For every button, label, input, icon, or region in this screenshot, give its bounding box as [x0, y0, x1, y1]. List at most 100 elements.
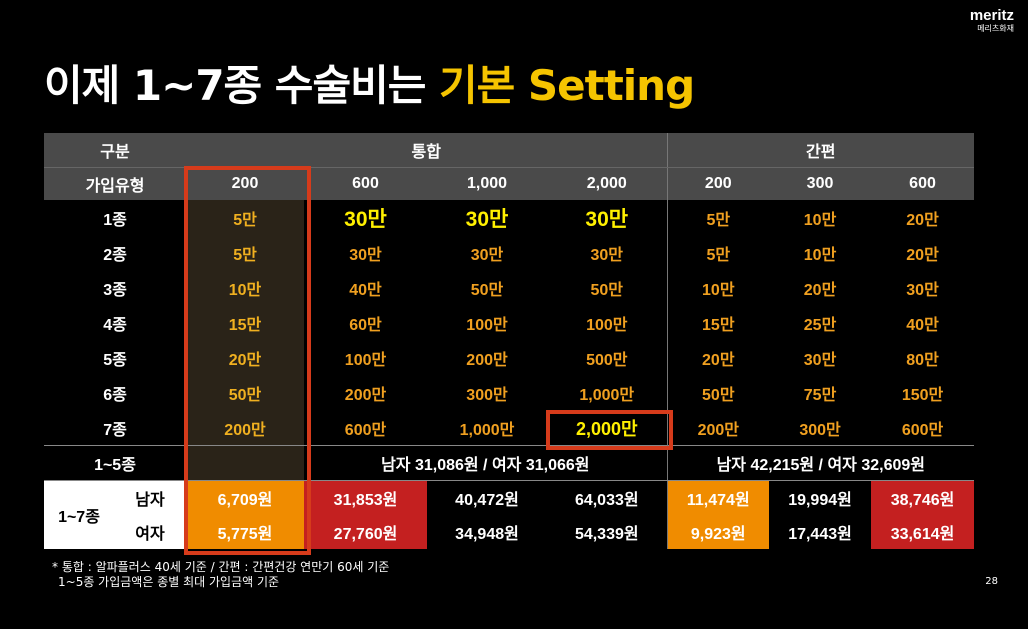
table-row: 2종 5만 30만 30만 30만 5만 10만 20만	[44, 235, 974, 270]
footnote-line1: * 통합 : 알파플러스 40세 기준 / 간편 : 간편건강 연만기 60세 …	[52, 560, 390, 574]
subheader-col: 600	[304, 167, 428, 200]
table-row: 1종 5만 30만 30만 30만 5만 10만 20만	[44, 200, 974, 235]
subheader-col: 200	[186, 167, 305, 200]
table-cell: 100만	[466, 316, 508, 334]
table-cell: 20만	[803, 281, 837, 299]
summary-empty	[186, 445, 305, 481]
table-cell: 50만	[547, 270, 668, 305]
table-cell: 10만	[702, 281, 735, 299]
table-cell: 30만	[349, 246, 382, 264]
table-row: 3종 10만 40만 50만 50만 10만 20만 30만	[44, 270, 974, 305]
table-cell: 200만	[697, 421, 739, 439]
table-cell: 20만	[702, 351, 735, 369]
brand-name: meritz	[969, 7, 1014, 24]
subheader-type: 가입유형	[44, 167, 187, 200]
row-label: 1종	[103, 211, 127, 229]
summary-ganpyeon: 남자 42,215원 / 여자 32,609원	[667, 445, 975, 481]
table-cell: 30만	[470, 246, 504, 264]
header-group: 구분	[44, 133, 187, 168]
table-cell: 20만	[906, 246, 939, 264]
table-cell: 50만	[702, 386, 735, 404]
table-cell: 5만	[186, 235, 305, 270]
table-cell: 25만	[803, 316, 837, 334]
premium-cell: 34,948원	[427, 515, 548, 549]
subheader-col: 1,000	[427, 167, 548, 200]
table-row: 6종 50만 200만 300만 1,000만 50만 75만 150만	[44, 375, 974, 410]
table-cell: 100만	[344, 351, 387, 369]
table-cell: 150만	[901, 386, 944, 404]
table-cell: 20만	[906, 211, 939, 229]
brand-logo: meritz 메리츠화재	[970, 8, 1014, 33]
table-cell: 600만	[344, 421, 387, 439]
title-main: 이제 1~7종 수술비는	[44, 61, 426, 110]
premium-cell: 38,746원	[871, 480, 975, 515]
premium-cell: 11,474원	[667, 480, 770, 515]
premium-cell: 64,033원	[547, 480, 668, 515]
surgery-cost-table: 구분 통합 간편 가입유형 200 600 1,000 2,000 200 30…	[44, 133, 975, 549]
subheader-row: 가입유형 200 600 1,000 2,000 200 300 600	[44, 167, 975, 200]
table-row: 4종 15만 60만 100만 100만 15만 25만 40만	[44, 305, 974, 340]
highlight-box-200-column	[184, 166, 311, 555]
premium-row-female: 여자 5,775원 27,760원 34,948원 54,339원 9,923원…	[44, 515, 975, 549]
premium-cell: 6,709원	[186, 480, 305, 515]
table-cell: 200만	[186, 410, 305, 446]
footnote-line2: 1~5종 가입금액은 종별 최대 가입금액 기준	[58, 575, 280, 589]
footnote: * 통합 : 알파플러스 40세 기준 / 간편 : 간편건강 연만기 60세 …	[52, 560, 389, 590]
premium-cell: 27,760원	[304, 515, 428, 549]
subheader-col: 600	[871, 167, 975, 200]
table-cell: 200만	[344, 386, 387, 404]
table-cell: 40만	[906, 316, 939, 334]
table-cell: 30만	[465, 207, 509, 231]
table-cell: 30만	[906, 281, 939, 299]
table-cell: 10만	[803, 211, 837, 229]
row-label: 7종	[103, 421, 127, 439]
table-cell: 500만	[547, 340, 668, 375]
table-row: 5종 20만 100만 200만 500만 20만 30만 80만	[44, 340, 974, 375]
premium-cell: 5,775원	[186, 515, 305, 549]
table-cell: 50만	[186, 375, 305, 410]
brand-sub: 메리츠화재	[977, 24, 1014, 33]
table-cell: 1,000만	[547, 375, 668, 410]
title-highlight: 기본 Setting	[439, 61, 695, 110]
row-label: 5종	[103, 351, 127, 369]
table-cell: 75만	[803, 386, 837, 404]
table-cell: 300만	[799, 421, 841, 439]
table-cell: 15만	[702, 316, 735, 334]
table-cell: 2,000만	[547, 410, 668, 446]
premium-cell: 9,923원	[667, 515, 770, 549]
table-cell: 5만	[706, 211, 731, 229]
table-cell: 10만	[803, 246, 837, 264]
table-cell: 600만	[901, 421, 944, 439]
subheader-col: 2,000	[547, 167, 668, 200]
premium-cell: 33,614원	[871, 515, 975, 549]
table-cell: 30만	[547, 200, 668, 235]
table-cell: 15만	[186, 305, 305, 340]
table-cell: 300만	[466, 386, 508, 404]
row-label: 2종	[103, 246, 127, 264]
table-cell: 40만	[349, 281, 382, 299]
table-cell: 60만	[349, 316, 382, 334]
premium-cell: 19,994원	[769, 480, 872, 515]
premium-label: 1~7종	[44, 480, 114, 549]
page-title: 이제 1~7종 수술비는 기본 Setting	[44, 52, 695, 113]
premium-cell: 40,472원	[427, 480, 548, 515]
premium-cell: 17,443원	[769, 515, 872, 549]
premium-female-label: 여자	[114, 515, 187, 549]
table-cell: 50만	[470, 281, 504, 299]
table-cell: 80만	[906, 351, 939, 369]
summary-row: 1~5종 남자 31,086원 / 여자 31,066원 남자 42,215원 …	[44, 445, 975, 481]
summary-label: 1~5종	[44, 445, 187, 481]
row-label: 6종	[103, 386, 127, 404]
premium-cell: 31,853원	[304, 480, 428, 515]
premium-row-male: 1~7종 남자 6,709원 31,853원 40,472원 64,033원 1…	[44, 480, 975, 549]
highlight-box-2000-cell	[546, 410, 673, 450]
table-cell: 5만	[706, 246, 731, 264]
table-cell: 1,000만	[459, 421, 515, 439]
table-cell: 100만	[547, 305, 668, 340]
header-ganpyeon: 간편	[667, 133, 975, 168]
subheader-col: 200	[667, 167, 770, 200]
table-cell: 30만	[547, 235, 668, 270]
table-cell: 20만	[186, 340, 305, 375]
row-label: 4종	[103, 316, 127, 334]
premium-cell: 54,339원	[547, 515, 668, 549]
